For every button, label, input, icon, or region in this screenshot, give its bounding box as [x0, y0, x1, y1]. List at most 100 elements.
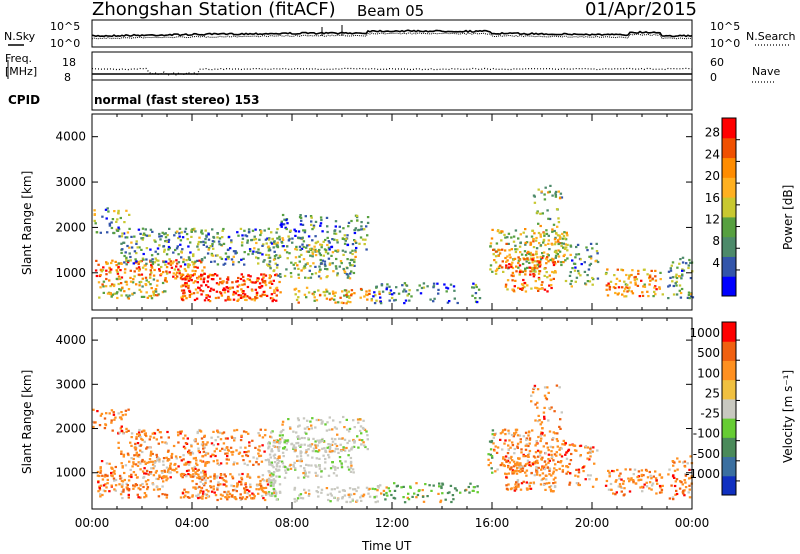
velocity-cell: [293, 488, 296, 491]
power-cell: [565, 231, 568, 234]
velocity-cell: [246, 488, 249, 492]
velocity-cell: [335, 444, 339, 448]
power-cell: [138, 288, 141, 291]
velocity-cell: [524, 471, 527, 474]
velocity-cell: [206, 441, 209, 444]
power-cell: [492, 253, 495, 256]
power-cell: [167, 240, 170, 243]
velocity-cell: [127, 429, 130, 432]
power-cell: [191, 269, 194, 272]
power-cell: [294, 256, 298, 259]
power-cell: [530, 235, 534, 238]
velocity-cell: [448, 491, 451, 494]
velocity-cell: [586, 474, 590, 477]
x-tick-label: 00:00: [75, 516, 110, 530]
power-cell: [192, 263, 195, 266]
velocity-cell: [528, 438, 532, 441]
power-cell: [165, 266, 169, 269]
velocity-cell: [258, 455, 261, 458]
power-cell: [134, 261, 137, 264]
velocity-cell: [233, 496, 237, 499]
power-cell: [178, 272, 181, 275]
power-cell: [557, 240, 560, 243]
velocity-cell: [264, 493, 268, 496]
velocity-cell: [675, 492, 679, 496]
power-cell: [117, 265, 120, 268]
velocity-cell: [172, 444, 176, 448]
velocity-cell: [338, 421, 342, 424]
power-cell: [555, 231, 558, 235]
power-cell: [224, 252, 228, 255]
power-cell: [264, 274, 268, 277]
velocity-cell: [505, 487, 509, 490]
velocity-cell: [349, 493, 353, 496]
velocity-colorbar-segment: [722, 475, 736, 496]
velocity-cell: [525, 443, 528, 446]
velocity-cell: [244, 446, 247, 449]
velocity-cell: [556, 439, 559, 443]
velocity-cell: [201, 444, 205, 447]
velocity-cell: [225, 485, 228, 488]
power-cell: [185, 259, 188, 262]
velocity-cell: [187, 473, 190, 476]
velocity-cell: [119, 427, 122, 430]
power-cell: [385, 286, 389, 289]
power-cell: [523, 258, 526, 261]
velocity-cell: [204, 481, 207, 485]
power-cell: [511, 261, 514, 264]
power-cell: [127, 288, 131, 291]
power-cell: [303, 229, 307, 232]
velocity-cell: [239, 493, 242, 496]
power-cell: [386, 283, 389, 286]
power-cell: [570, 279, 573, 283]
power-cell: [555, 208, 559, 211]
velocity-cell: [234, 497, 237, 500]
velocity-cell: [289, 427, 292, 430]
power-cell: [104, 208, 108, 211]
velocity-cell: [541, 431, 544, 435]
velocity-cell: [519, 462, 522, 465]
velocity-cell: [541, 472, 545, 475]
power-cell: [222, 242, 226, 245]
power-cell: [333, 298, 336, 301]
power-cell: [196, 259, 199, 262]
velocity-cell: [112, 413, 116, 416]
power-cell: [162, 271, 165, 274]
velocity-cell: [133, 454, 136, 457]
velocity-cell: [114, 478, 118, 482]
velocity-cell: [658, 484, 662, 488]
power-cell: [551, 194, 554, 197]
velocity-cell: [105, 486, 108, 489]
velocity-cell: [614, 493, 617, 496]
velocity-cell: [152, 436, 156, 439]
velocity-cell: [194, 486, 197, 489]
power-cell: [101, 215, 104, 218]
power-cell: [200, 229, 203, 232]
velocity-cell: [282, 447, 286, 450]
velocity-cell: [190, 451, 194, 454]
velocity-cell: [219, 483, 222, 486]
velocity-cell: [195, 462, 198, 465]
velocity-cell: [516, 445, 519, 448]
velocity-cell: [325, 429, 329, 432]
power-cell: [521, 270, 524, 273]
power-cell: [489, 245, 492, 248]
power-cell: [634, 281, 637, 284]
velocity-cell: [274, 495, 277, 498]
power-cell: [568, 274, 572, 277]
power-cell: [196, 291, 199, 294]
velocity-cell: [152, 488, 156, 491]
power-cell: [180, 250, 183, 253]
power-cell: [216, 263, 220, 266]
power-cell: [121, 248, 124, 251]
power-cell: [532, 238, 535, 241]
power-cell: [137, 266, 141, 269]
power-cell: [537, 222, 540, 225]
power-cell: [523, 281, 526, 285]
velocity-cell: [243, 489, 247, 492]
power-cell: [183, 230, 187, 233]
power-cell: [130, 241, 133, 244]
power-cell: [621, 269, 625, 272]
velocity-cell: [216, 443, 220, 446]
power-cell: [193, 227, 196, 230]
